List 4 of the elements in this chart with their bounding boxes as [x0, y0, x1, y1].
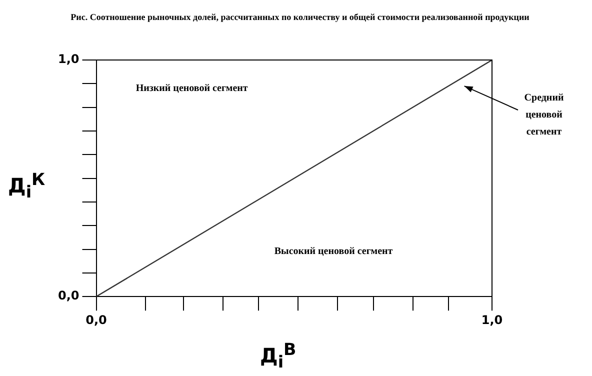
annotation: Низкий ценовой сегмент [136, 82, 248, 94]
annotation: Высокий ценовой сегмент [274, 246, 393, 258]
chart-title: Рис. Соотношение рыночных долей, рассчитанных по количеству и общей стоимости реализованной продукции [70, 11, 530, 24]
text: Средний ценовой сегмент [524, 92, 564, 138]
